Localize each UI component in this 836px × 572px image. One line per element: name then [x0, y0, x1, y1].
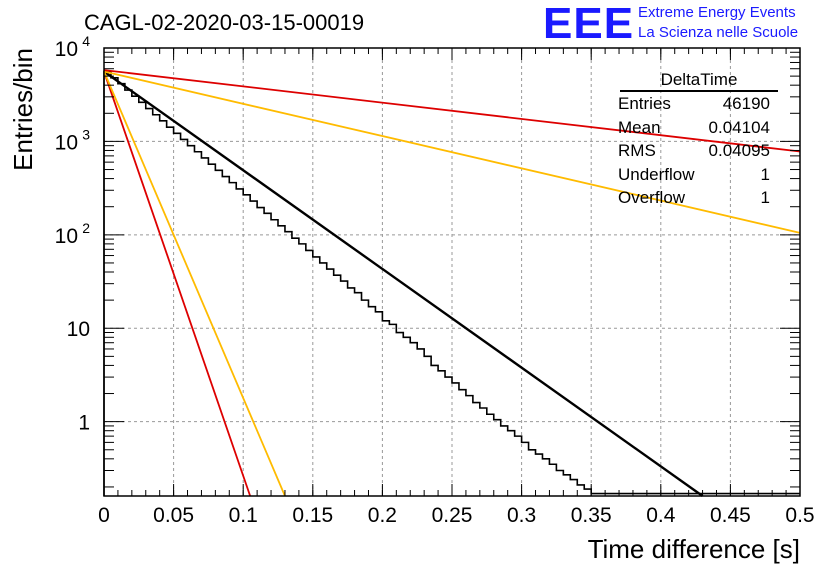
stats-label: Overflow [618, 188, 686, 207]
tick-labels: 0 0.05 0.1 0.15 0.2 0.25 0.3 0.35 0.4 0.45 0.5 1 10 1… [55, 33, 815, 527]
x-tick-label: 0.45 [710, 504, 751, 527]
grid-lines [104, 48, 800, 496]
histogram [103, 70, 800, 496]
x-tick-label: 0 [98, 504, 110, 527]
y-tick-label: 10 [67, 318, 90, 341]
x-tick-label: 0.2 [368, 504, 397, 527]
fit-line [103, 71, 286, 497]
y-tick-label: 1 [78, 412, 90, 435]
y-tick-label: 10 [55, 131, 78, 154]
x-tick-label: 0.15 [292, 504, 333, 527]
stats-value: 1 [760, 164, 770, 184]
x-tick-label: 0.35 [571, 504, 612, 527]
y-tick-exponent: 3 [82, 126, 90, 142]
stats-value: 0.04104 [708, 117, 770, 137]
stats-label: Mean [618, 117, 661, 137]
stats-row-mean: Mean 0.04104 [612, 116, 778, 140]
stats-row-overflow: Overflow 1 [612, 186, 778, 210]
x-tick-label: 0.1 [229, 504, 258, 527]
histogram-steps [103, 70, 800, 496]
stats-label: Entries [618, 94, 671, 113]
fit-line [103, 71, 252, 497]
fit-line [103, 69, 801, 153]
stats-box: DeltaTime Entries 46190 Mean 0.04104 RMS… [612, 70, 778, 210]
fit-lines [103, 69, 801, 497]
y-axis-label: Entries/bin [8, 48, 38, 171]
fit-line [103, 70, 704, 497]
stats-label: RMS [618, 141, 656, 160]
x-axis-label: Time difference [s] [588, 534, 800, 564]
y-tick-label: 10 [55, 225, 78, 248]
stats-row-underflow: Underflow 1 [612, 163, 778, 187]
stats-row-entries: Entries 46190 [612, 92, 778, 116]
stats-row-rms: RMS 0.04095 [612, 139, 778, 163]
stats-value: 0.04095 [708, 141, 770, 160]
logo-line-1: Extreme Energy Events [638, 4, 796, 21]
stats-title: DeltaTime [620, 70, 778, 92]
y-tick-exponent: 2 [82, 220, 90, 236]
fit-line [103, 70, 801, 234]
y-tick-label: 10 [55, 38, 78, 61]
x-tick-label: 0.05 [153, 504, 194, 527]
x-tick-label: 0.4 [646, 504, 676, 527]
stats-value: 1 [760, 188, 770, 207]
stats-label: Underflow [618, 164, 695, 184]
axis-ticks [103, 47, 801, 496]
x-tick-label: 0.3 [507, 504, 536, 527]
x-tick-label: 0.25 [432, 504, 473, 527]
logo-line-2: La Scienza nelle Scuole [638, 24, 799, 41]
y-tick-exponent: 4 [82, 33, 90, 49]
x-tick-label: 0.5 [785, 504, 814, 527]
chart-title: CAGL-02-2020-03-15-00019 [84, 10, 365, 35]
eee-logo: EEE [543, 0, 635, 48]
stats-value: 46190 [722, 94, 770, 113]
